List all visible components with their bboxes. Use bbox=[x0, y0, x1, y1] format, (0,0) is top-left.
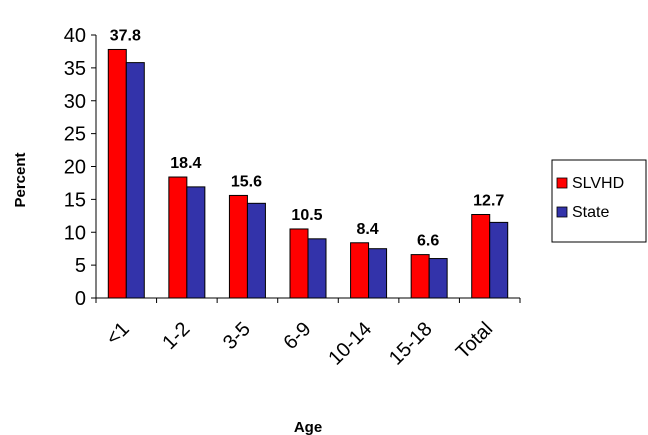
legend-swatch-state bbox=[556, 206, 568, 218]
bar-state-2 bbox=[246, 202, 266, 299]
bars bbox=[107, 48, 509, 299]
y-tick-label: 40 bbox=[64, 25, 86, 47]
bar-slvhd-5 bbox=[410, 254, 430, 299]
data-label: 12.7 bbox=[473, 192, 504, 209]
legend-label-slvhd: SLVHD bbox=[572, 175, 624, 192]
x-tick-label: <1 bbox=[102, 318, 134, 350]
x-tick-label: 15-18 bbox=[385, 318, 437, 370]
y-tick-label: 10 bbox=[64, 222, 86, 244]
y-tick-label: 25 bbox=[64, 124, 86, 146]
data-label: 10.5 bbox=[291, 207, 322, 224]
data-label: 15.6 bbox=[231, 173, 262, 190]
legend-label-state: State bbox=[572, 204, 609, 221]
bar-state-4 bbox=[368, 248, 388, 299]
bar-slvhd-1 bbox=[168, 176, 188, 299]
y-tick-label: 15 bbox=[64, 189, 86, 211]
y-axis-title: Percent bbox=[12, 152, 29, 207]
bar-state-6 bbox=[489, 221, 509, 299]
legend: SLVHD State bbox=[551, 159, 647, 243]
bar-slvhd-4 bbox=[350, 242, 370, 299]
x-tick-label: 1-2 bbox=[158, 318, 194, 354]
x-tick-label: 6-9 bbox=[280, 318, 316, 354]
y-tick-label: 35 bbox=[64, 58, 86, 80]
bar-slvhd-2 bbox=[228, 194, 248, 299]
data-label: 18.4 bbox=[170, 155, 201, 172]
y-tick-label: 20 bbox=[64, 157, 86, 179]
data-labels: 37.8 18.4 15.6 10.5 8.4 6.6 12.7 bbox=[110, 27, 505, 249]
bar-state-5 bbox=[428, 258, 448, 299]
y-tick-label: 5 bbox=[75, 255, 86, 277]
bar-state-1 bbox=[186, 186, 206, 299]
x-tick-label: 3-5 bbox=[219, 318, 255, 354]
data-label: 37.8 bbox=[110, 27, 141, 44]
y-tick-label: 30 bbox=[64, 91, 86, 113]
data-label: 8.4 bbox=[356, 221, 378, 238]
bar-slvhd-6 bbox=[471, 213, 491, 299]
x-tick-label: 10-14 bbox=[324, 318, 376, 370]
x-tick-label: Total bbox=[452, 318, 497, 363]
bar-slvhd-0 bbox=[107, 48, 127, 299]
bar-state-0 bbox=[125, 62, 145, 299]
bar-state-3 bbox=[307, 238, 327, 299]
bar-slvhd-3 bbox=[289, 228, 309, 299]
x-axis-ticks: <1 1-2 3-5 6-9 10-14 15-18 Total bbox=[95, 298, 521, 370]
data-label: 6.6 bbox=[417, 233, 439, 250]
legend-swatch-slvhd bbox=[556, 177, 568, 189]
legend-frame bbox=[551, 159, 647, 243]
x-axis-title: Age bbox=[294, 419, 322, 435]
y-tick-label: 0 bbox=[75, 288, 86, 310]
y-axis-ticks: 0 5 10 15 20 25 30 35 40 bbox=[64, 25, 96, 310]
